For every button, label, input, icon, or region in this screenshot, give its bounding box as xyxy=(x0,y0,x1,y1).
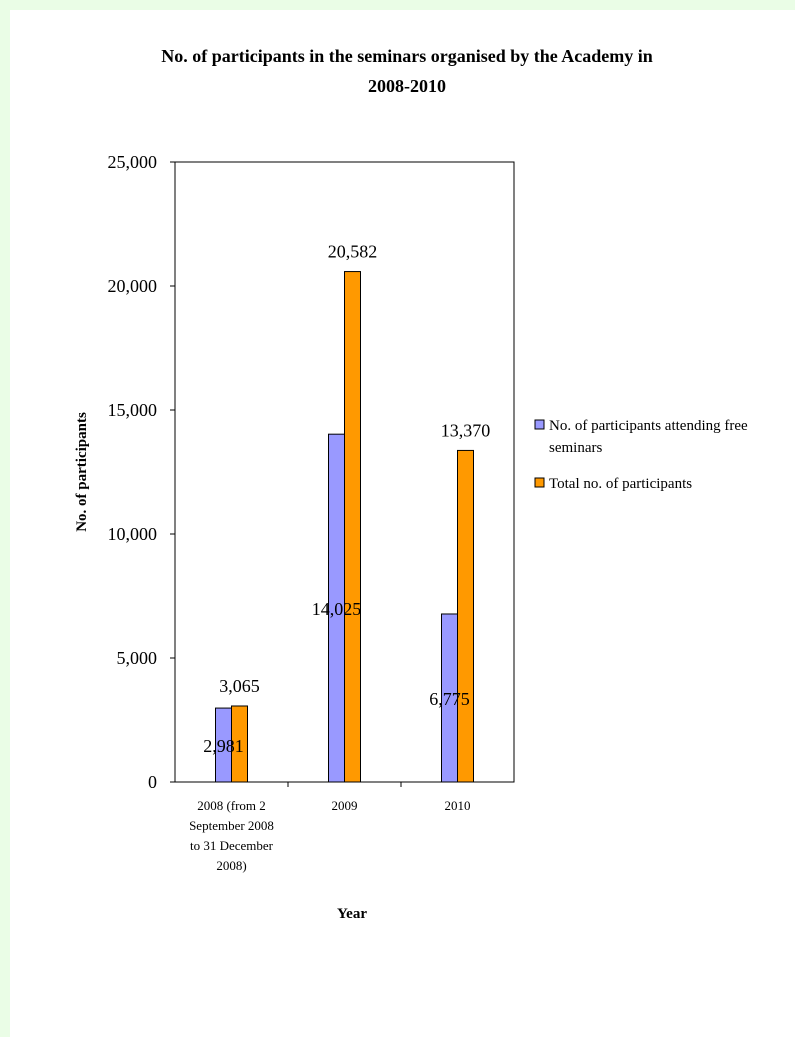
data-label: 20,582 xyxy=(328,242,378,262)
chart-panel xyxy=(10,10,795,1037)
x-category-label: September 2008 xyxy=(189,818,274,833)
chart-title-line-2: 2008-2010 xyxy=(368,76,446,96)
x-category-label: 2010 xyxy=(445,798,471,813)
x-category-label: to 31 December xyxy=(190,838,274,853)
x-axis-title: Year xyxy=(337,906,367,922)
y-tick-label: 0 xyxy=(148,772,157,792)
data-label: 6,775 xyxy=(429,689,470,709)
y-axis: 0 5,000 10,000 15,000 20,000 25,000 xyxy=(108,152,175,792)
y-tick-label: 5,000 xyxy=(117,648,158,668)
y-tick-label: 10,000 xyxy=(108,524,158,544)
x-axis: 2008 (from 2 September 2008 to 31 December… xyxy=(189,782,471,873)
legend-label: seminars xyxy=(549,440,602,456)
y-tick-label: 20,000 xyxy=(108,276,158,296)
legend-label: Total no. of participants xyxy=(549,476,692,492)
bar-series xyxy=(215,271,474,783)
y-tick-label: 15,000 xyxy=(108,400,158,420)
legend: No. of participants attending free semina… xyxy=(534,418,748,492)
data-label: 3,065 xyxy=(219,676,260,696)
legend-swatch xyxy=(534,477,545,488)
chart-title-line-1: No. of participants in the seminars orga… xyxy=(161,46,653,66)
y-axis-title: No. of participants xyxy=(74,412,90,532)
x-category-label: 2008 (from 2 xyxy=(197,798,266,813)
data-labels: 2,981 3,065 14,025 20,582 6,775 13,370 xyxy=(203,242,490,756)
legend-label: No. of participants attending free xyxy=(549,418,748,434)
bar xyxy=(457,449,474,783)
x-category-label: 2008) xyxy=(216,858,246,873)
bar xyxy=(344,271,361,783)
data-label: 13,370 xyxy=(441,420,491,440)
x-category-label: 2009 xyxy=(332,798,358,813)
bar xyxy=(231,705,248,783)
legend-swatch xyxy=(534,419,545,430)
data-label: 14,025 xyxy=(312,599,362,619)
y-tick-label: 25,000 xyxy=(108,152,158,172)
data-label: 2,981 xyxy=(203,736,244,756)
